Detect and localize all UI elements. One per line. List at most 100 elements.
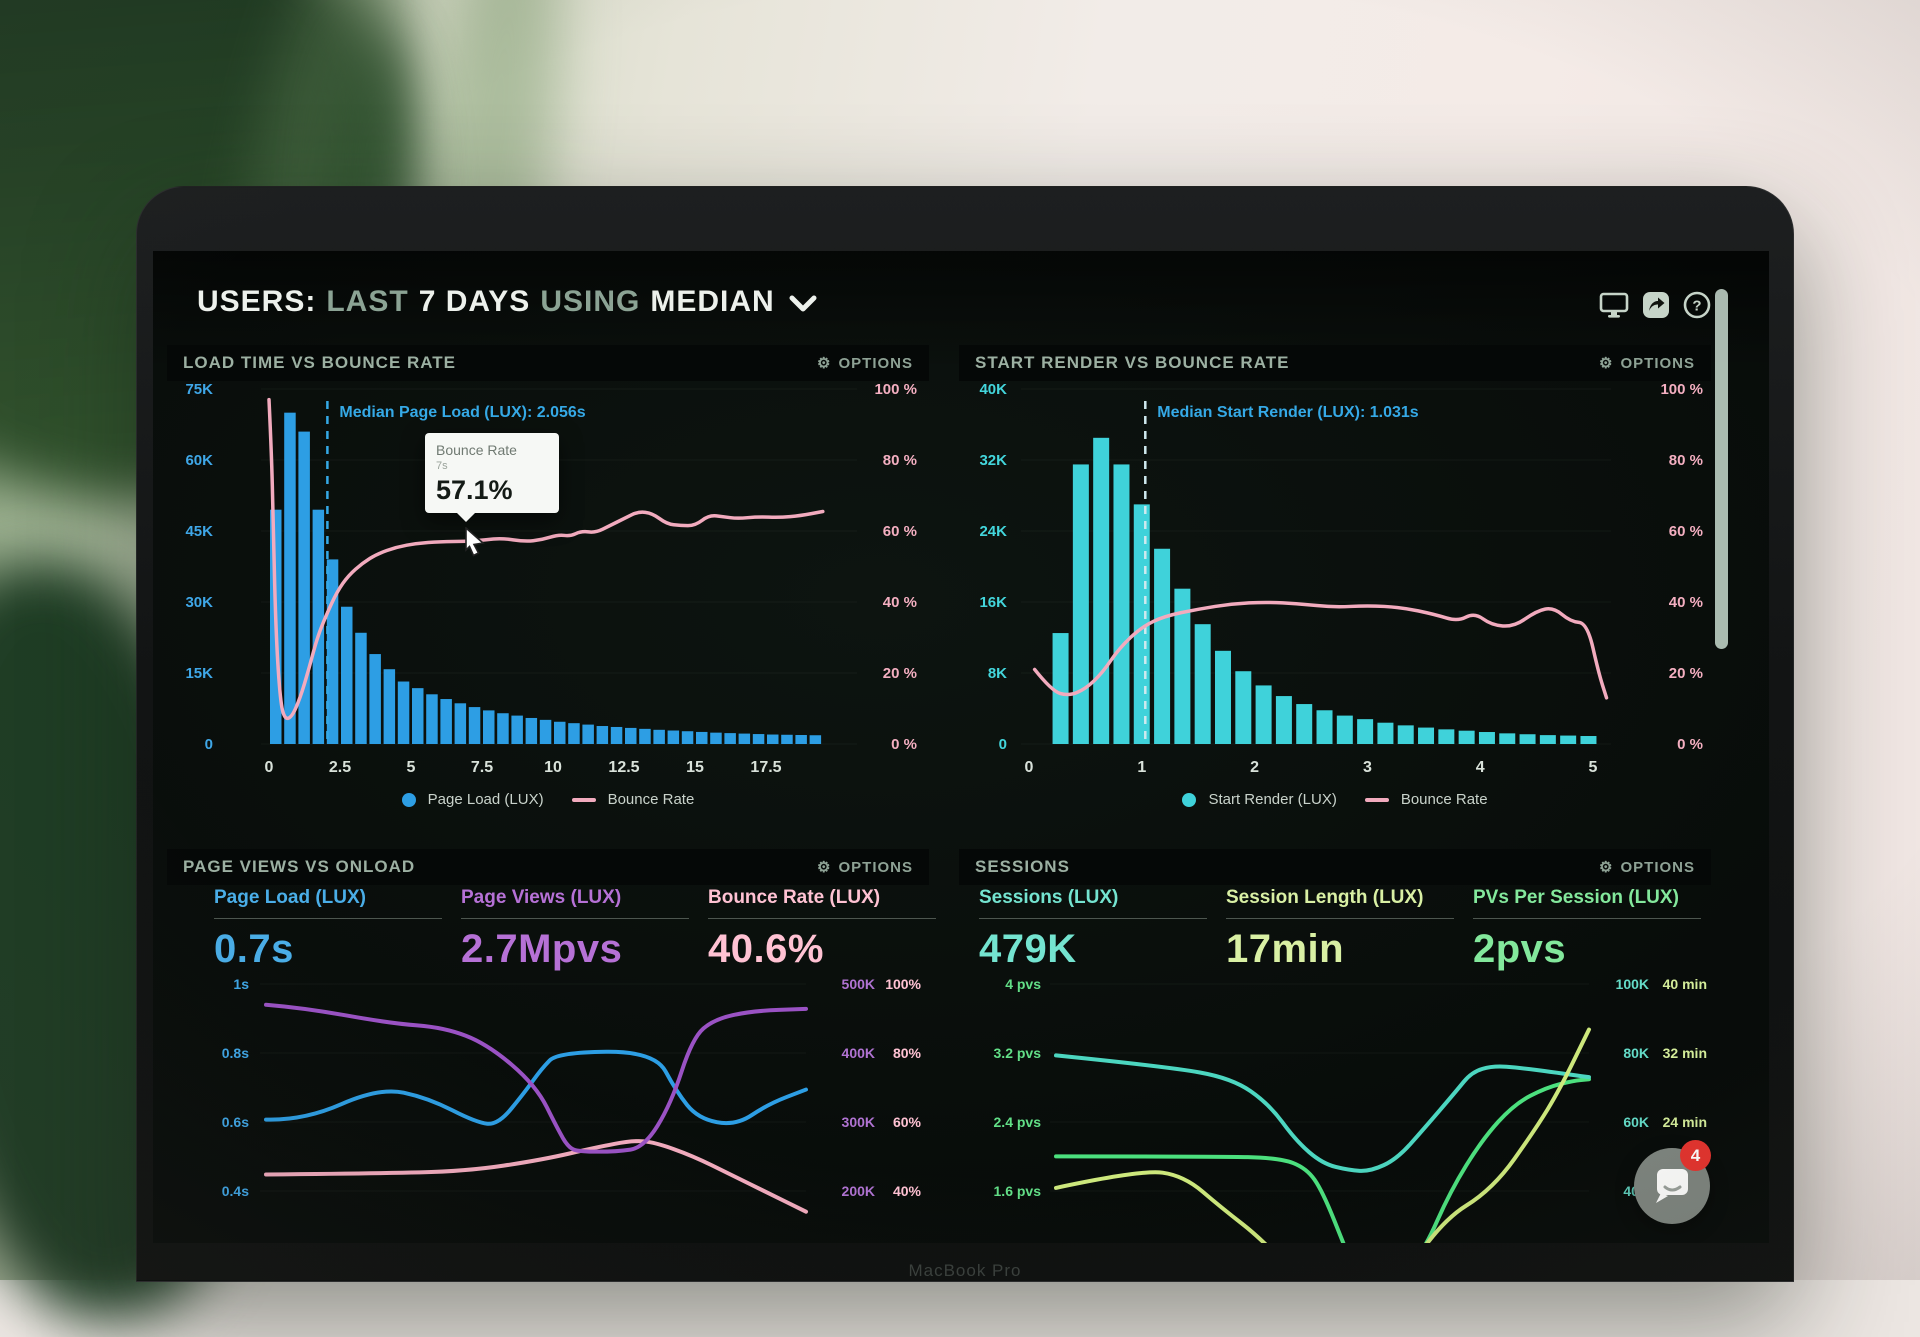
svg-text:2.5: 2.5 bbox=[329, 759, 351, 776]
monitor-icon[interactable] bbox=[1599, 291, 1629, 319]
svg-text:1s: 1s bbox=[233, 976, 249, 992]
svg-text:60K: 60K bbox=[1623, 1114, 1649, 1130]
legend-dot bbox=[1182, 793, 1196, 807]
laptop-brand-label: MacBook Pro bbox=[137, 1261, 1793, 1281]
svg-text:100%: 100% bbox=[885, 976, 921, 992]
svg-text:10: 10 bbox=[544, 759, 562, 776]
svg-text:1: 1 bbox=[1137, 759, 1146, 776]
svg-text:100 %: 100 % bbox=[874, 381, 917, 398]
metric-session-length: Session Length (LUX) 17min bbox=[1226, 887, 1473, 972]
svg-text:0.6s: 0.6s bbox=[222, 1114, 249, 1130]
share-icon[interactable] bbox=[1642, 291, 1670, 319]
options-button[interactable]: ⚙OPTIONS bbox=[1599, 354, 1695, 372]
panel-header: PAGE VIEWS VS ONLOAD ⚙OPTIONS bbox=[167, 849, 929, 885]
svg-text:75K: 75K bbox=[185, 381, 213, 398]
svg-text:5: 5 bbox=[407, 759, 416, 776]
gear-icon: ⚙ bbox=[1599, 858, 1613, 876]
svg-text:0.4s: 0.4s bbox=[222, 1183, 249, 1199]
svg-text:32 min: 32 min bbox=[1663, 1045, 1707, 1061]
chart-legend: Page Load (LUX) Bounce Rate bbox=[167, 791, 929, 808]
scrollbar[interactable] bbox=[1715, 289, 1728, 649]
svg-text:300K: 300K bbox=[842, 1114, 875, 1130]
svg-text:0: 0 bbox=[1025, 759, 1034, 776]
mouse-cursor bbox=[463, 527, 489, 557]
metric-bounce-rate: Bounce Rate (LUX) 40.6% bbox=[708, 887, 955, 972]
panel-title: LOAD TIME VS BOUNCE RATE bbox=[183, 353, 456, 373]
svg-text:Median Page Load (LUX): 2.056s: Median Page Load (LUX): 2.056s bbox=[339, 404, 585, 421]
gear-icon: ⚙ bbox=[817, 858, 831, 876]
options-button[interactable]: ⚙OPTIONS bbox=[817, 354, 913, 372]
panel-title: PAGE VIEWS VS ONLOAD bbox=[183, 857, 415, 877]
svg-text:100K: 100K bbox=[1616, 976, 1649, 992]
metric-page-load: Page Load (LUX) 0.7s bbox=[214, 887, 461, 972]
panel-sessions: SESSIONS ⚙OPTIONS Sessions (LUX) 479K Se… bbox=[959, 849, 1711, 1243]
panel-start-render: START RENDER VS BOUNCE RATE ⚙OPTIONS 40K… bbox=[959, 345, 1711, 833]
svg-text:40 %: 40 % bbox=[883, 594, 917, 611]
options-button[interactable]: ⚙OPTIONS bbox=[817, 858, 913, 876]
svg-text:20 %: 20 % bbox=[1669, 665, 1703, 682]
svg-text:20 %: 20 % bbox=[883, 665, 917, 682]
svg-text:0 %: 0 % bbox=[1677, 736, 1703, 753]
metrics-row: Sessions (LUX) 479K Session Length (LUX)… bbox=[979, 887, 1720, 972]
metric-page-views: Page Views (LUX) 2.7Mpvs bbox=[461, 887, 708, 972]
svg-text:40 min: 40 min bbox=[1663, 976, 1707, 992]
svg-text:17.5: 17.5 bbox=[750, 759, 781, 776]
svg-text:500K: 500K bbox=[842, 976, 875, 992]
svg-text:16K: 16K bbox=[979, 594, 1007, 611]
svg-text:12.5: 12.5 bbox=[608, 759, 639, 776]
svg-text:45K: 45K bbox=[185, 523, 213, 540]
gear-icon: ⚙ bbox=[1599, 354, 1613, 372]
svg-text:2: 2 bbox=[1250, 759, 1259, 776]
svg-text:0: 0 bbox=[205, 736, 213, 753]
metrics-row: Page Load (LUX) 0.7s Page Views (LUX) 2.… bbox=[214, 887, 955, 972]
svg-text:?: ? bbox=[1692, 298, 1701, 315]
gear-icon: ⚙ bbox=[817, 354, 831, 372]
header-toolbar: ? bbox=[1599, 291, 1711, 319]
svg-text:80 %: 80 % bbox=[883, 452, 917, 469]
svg-text:8K: 8K bbox=[988, 665, 1007, 682]
help-icon[interactable]: ? bbox=[1683, 291, 1711, 319]
panel-page-views: PAGE VIEWS VS ONLOAD ⚙OPTIONS Page Load … bbox=[167, 849, 929, 1243]
legend-dot bbox=[402, 793, 416, 807]
svg-text:40 %: 40 % bbox=[1669, 594, 1703, 611]
panel-title: START RENDER VS BOUNCE RATE bbox=[975, 353, 1289, 373]
svg-text:80%: 80% bbox=[893, 1045, 922, 1061]
tooltip: Bounce Rate 7s 57.1% bbox=[425, 433, 559, 513]
options-button[interactable]: ⚙OPTIONS bbox=[1599, 858, 1695, 876]
title-users: USERS: bbox=[197, 285, 316, 318]
svg-text:15K: 15K bbox=[185, 665, 213, 682]
svg-text:400K: 400K bbox=[842, 1045, 875, 1061]
chat-bubble-button[interactable]: 4 bbox=[1634, 1148, 1710, 1224]
panel-title: SESSIONS bbox=[975, 857, 1070, 877]
svg-text:0.8s: 0.8s bbox=[222, 1045, 249, 1061]
panel-header: START RENDER VS BOUNCE RATE ⚙OPTIONS bbox=[959, 345, 1711, 381]
chevron-down-icon[interactable] bbox=[789, 295, 817, 313]
svg-text:15: 15 bbox=[686, 759, 704, 776]
svg-text:4 pvs: 4 pvs bbox=[1005, 976, 1041, 992]
svg-text:4: 4 bbox=[1476, 759, 1485, 776]
svg-text:60K: 60K bbox=[185, 452, 213, 469]
svg-text:100 %: 100 % bbox=[1660, 381, 1703, 398]
svg-text:Median Start Render (LUX): 1.0: Median Start Render (LUX): 1.031s bbox=[1157, 404, 1419, 421]
panel-header: SESSIONS ⚙OPTIONS bbox=[959, 849, 1711, 885]
chart-legend: Start Render (LUX) Bounce Rate bbox=[959, 791, 1711, 808]
svg-text:80 %: 80 % bbox=[1669, 452, 1703, 469]
legend-line bbox=[572, 798, 596, 802]
svg-text:0: 0 bbox=[999, 736, 1007, 753]
svg-text:0 %: 0 % bbox=[891, 736, 917, 753]
svg-text:60 %: 60 % bbox=[883, 523, 917, 540]
legend-line bbox=[1365, 798, 1389, 802]
svg-text:24 min: 24 min bbox=[1663, 1114, 1707, 1130]
svg-text:40%: 40% bbox=[893, 1183, 922, 1199]
svg-text:3.2 pvs: 3.2 pvs bbox=[994, 1045, 1042, 1061]
svg-text:1.6 pvs: 1.6 pvs bbox=[994, 1183, 1042, 1199]
svg-text:32K: 32K bbox=[979, 452, 1007, 469]
panel-header: LOAD TIME VS BOUNCE RATE ⚙OPTIONS bbox=[167, 345, 929, 381]
